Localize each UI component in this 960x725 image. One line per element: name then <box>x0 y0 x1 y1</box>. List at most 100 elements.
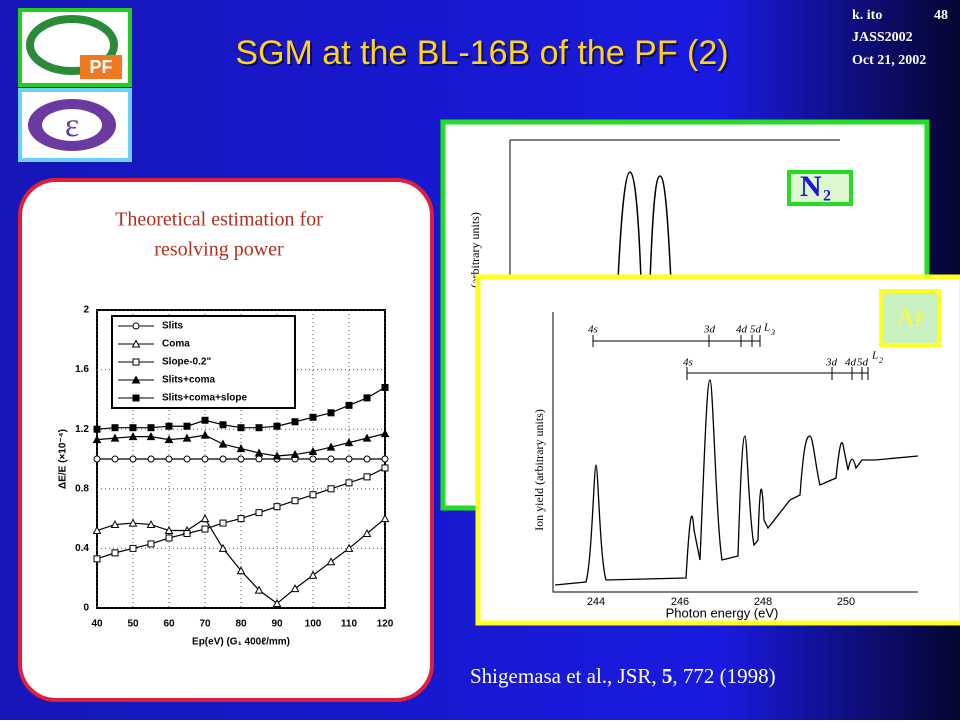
svg-text:ε: ε <box>65 107 79 144</box>
legend-label: Slits+coma+slope <box>162 393 247 404</box>
ar-level-label: L <box>871 350 878 362</box>
marker <box>182 433 192 442</box>
x-tick-label: 40 <box>91 619 103 630</box>
n2-ylabel: (arbitrary units) <box>468 212 482 288</box>
marker <box>363 394 371 402</box>
ar-x-tick-label: 248 <box>754 596 772 608</box>
marker <box>147 455 155 463</box>
ar-ylabel: Ion yield (arbitrary units) <box>532 409 546 531</box>
title: SGM at the BL-16B of the PF (2) <box>235 34 728 72</box>
marker <box>93 455 101 463</box>
page-number: 48 <box>934 8 948 23</box>
x-tick-label: 90 <box>271 619 283 630</box>
panel-caption: Theoretical estimation for <box>115 209 323 231</box>
marker <box>237 515 245 523</box>
marker <box>201 455 209 463</box>
marker <box>92 525 102 535</box>
marker <box>129 544 137 552</box>
author: k. ito <box>852 8 882 23</box>
marker <box>344 438 354 447</box>
ar-xlabel: Photon energy (eV) <box>666 605 779 620</box>
marker <box>309 455 317 463</box>
marker <box>237 455 245 463</box>
ar-spectrum <box>554 379 919 586</box>
date: Oct 21, 2002 <box>852 53 926 68</box>
ar-level-label: 4d <box>845 357 857 369</box>
legend-label: Slope-0.2" <box>162 357 211 368</box>
y-tick-label: 0 <box>83 603 89 614</box>
marker <box>219 421 227 429</box>
marker <box>363 473 371 481</box>
ar-x-tick-label: 250 <box>837 596 855 608</box>
marker <box>147 424 155 432</box>
n2-label-sub: 2 <box>823 188 831 205</box>
marker <box>236 566 246 575</box>
marker <box>128 518 138 527</box>
marker <box>236 444 246 453</box>
marker <box>380 429 390 438</box>
marker <box>327 409 335 417</box>
marker <box>381 455 389 463</box>
marker <box>254 585 264 594</box>
marker <box>237 424 245 432</box>
panel-caption: resolving power <box>154 239 284 261</box>
marker <box>183 422 191 430</box>
marker <box>255 455 263 463</box>
marker <box>201 525 209 533</box>
svg-text:PF: PF <box>89 57 112 77</box>
ar-label: Ar <box>896 303 924 332</box>
marker <box>345 479 353 487</box>
marker <box>111 549 119 557</box>
marker <box>362 528 372 537</box>
marker <box>272 451 282 460</box>
marker <box>219 519 227 527</box>
marker <box>111 424 119 432</box>
marker <box>132 358 140 366</box>
marker <box>200 514 210 523</box>
marker <box>92 435 102 444</box>
kek-logo: ε <box>18 88 132 162</box>
legend-label: Coma <box>162 339 190 350</box>
marker <box>309 413 317 421</box>
marker <box>272 598 282 608</box>
x-tick-label: 120 <box>377 619 394 630</box>
ar-level-label: 2 <box>879 356 883 365</box>
marker <box>128 432 138 441</box>
marker <box>363 455 371 463</box>
marker <box>327 485 335 493</box>
marker <box>380 514 390 523</box>
marker <box>165 422 173 430</box>
marker <box>218 439 228 448</box>
marker <box>110 520 120 529</box>
ar-levels <box>592 335 869 380</box>
marker <box>129 424 137 432</box>
marker <box>308 570 318 579</box>
marker <box>291 418 299 426</box>
marker <box>381 464 389 472</box>
ar-level-label: 4s <box>683 357 693 369</box>
marker <box>345 455 353 463</box>
marker <box>129 455 137 463</box>
y-tick-label: 0.8 <box>75 483 89 494</box>
marker <box>111 455 119 463</box>
x-tick-label: 110 <box>341 619 358 630</box>
marker <box>273 422 281 430</box>
marker <box>146 520 156 529</box>
chart: 0 0.4 0.8 1.2 1.6 2 40 50 60 70 80 90 100 110 120 Ep(eV… <box>58 305 394 648</box>
citation-text: Shigemasa et al., JSR, <box>470 664 662 688</box>
ar-level-label: 4d <box>736 324 748 336</box>
y-tick-label: 0.4 <box>75 543 89 554</box>
marker <box>362 433 372 442</box>
title-shadow: SGM at the BL-16B of the PF (2) <box>237 36 730 74</box>
ar-x-tick-label: 244 <box>587 596 605 608</box>
citation: Shigemasa et al., JSR, 5, 772 (1998) <box>470 664 776 688</box>
marker <box>132 394 140 402</box>
x-tick-label: 60 <box>163 619 175 630</box>
marker <box>255 424 263 432</box>
marker <box>164 525 174 535</box>
marker <box>326 442 336 451</box>
x-tick-label: 100 <box>305 619 322 630</box>
marker <box>345 401 353 409</box>
marker <box>309 491 317 499</box>
